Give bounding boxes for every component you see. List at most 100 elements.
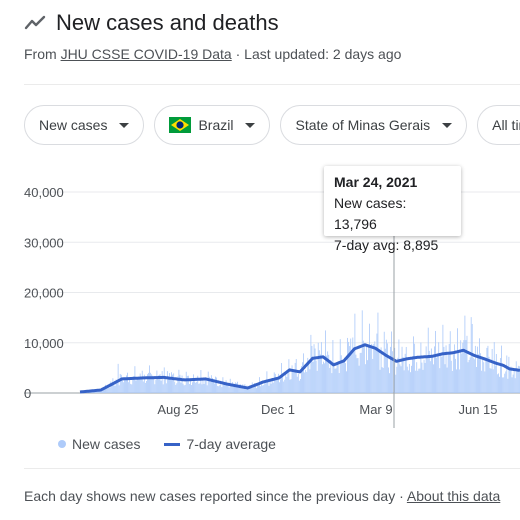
new-cases-bar (197, 375, 199, 393)
new-cases-bar (191, 385, 192, 393)
new-cases-bar (186, 375, 188, 393)
new-cases-bar (158, 374, 160, 393)
new-cases-bar (386, 343, 388, 393)
new-cases-bar (479, 338, 480, 393)
new-cases-bar (353, 352, 355, 393)
new-cases-bar (427, 327, 429, 393)
new-cases-bar (133, 375, 135, 393)
new-cases-bar (351, 354, 353, 393)
new-cases-bar (476, 366, 477, 393)
new-cases-bar (132, 379, 134, 393)
metric-dropdown-label: New cases (39, 117, 108, 133)
new-cases-bar (376, 333, 378, 393)
new-cases-bar (201, 384, 203, 393)
new-cases-bar (213, 379, 214, 393)
new-cases-bar (345, 363, 346, 393)
new-cases-bar (153, 376, 155, 393)
new-cases-bar (176, 383, 178, 393)
new-cases-bar (305, 369, 307, 393)
metric-dropdown[interactable]: New cases (24, 105, 145, 145)
new-cases-bar (245, 389, 247, 393)
new-cases-bar (258, 384, 259, 393)
new-cases-bar (235, 382, 236, 393)
new-cases-bar (231, 382, 233, 393)
new-cases-bar (318, 350, 320, 393)
caret-down-icon (245, 122, 256, 128)
new-cases-bar (184, 384, 186, 393)
new-cases-bar (129, 379, 131, 393)
new-cases-bar (226, 383, 228, 393)
new-cases-bar (322, 364, 323, 393)
new-cases-bar (446, 367, 448, 393)
new-cases-bar (472, 357, 474, 393)
new-cases-bar (313, 344, 315, 393)
about-data-link[interactable]: About this data (406, 488, 501, 504)
new-cases-bar (144, 382, 146, 393)
new-cases-bar (408, 363, 410, 393)
new-cases-bar (344, 357, 345, 393)
new-cases-bar (325, 330, 326, 393)
new-cases-bar (380, 347, 382, 393)
new-cases-bar (271, 377, 273, 393)
new-cases-bar (307, 357, 309, 393)
new-cases-bar (499, 376, 500, 393)
card-header: New cases and deaths (24, 10, 279, 36)
new-cases-bar (118, 385, 120, 393)
source-link[interactable]: JHU CSSE COVID-19 Data (60, 46, 232, 62)
new-cases-bar (283, 381, 285, 393)
new-cases-bar (292, 371, 294, 393)
new-cases-bar (401, 346, 403, 393)
new-cases-bar (301, 366, 302, 393)
new-cases-bar (370, 345, 372, 393)
new-cases-bar (150, 372, 152, 393)
new-cases-bar (501, 345, 502, 393)
new-cases-bar (248, 386, 250, 393)
new-cases-bar (142, 381, 144, 393)
cases-chart[interactable]: 0 10,000 20,000 30,000 40,000 Aug 25 Dec 1 Mar … (0, 160, 520, 430)
new-cases-bar (234, 385, 235, 393)
new-cases-bar (354, 313, 356, 393)
new-cases-bar (187, 375, 189, 393)
brazil-flag-icon (169, 117, 192, 133)
new-cases-bar (272, 382, 274, 393)
new-cases-bar (508, 356, 510, 393)
new-cases-bar (163, 367, 165, 393)
new-cases-bar (212, 377, 213, 393)
new-cases-bar (210, 375, 212, 393)
new-cases-bar (137, 378, 139, 393)
new-cases-bar (178, 369, 180, 393)
new-cases-bar (462, 342, 464, 393)
new-cases-bar (147, 374, 148, 393)
new-cases-bar (216, 377, 218, 393)
new-cases-legend-swatch (58, 440, 66, 448)
new-cases-bar (148, 372, 149, 393)
new-cases-bar (505, 371, 507, 393)
new-cases-bar (403, 370, 405, 393)
new-cases-bar (185, 371, 187, 393)
new-cases-bar (352, 337, 354, 393)
new-cases-bar (120, 374, 122, 393)
new-cases-bar (179, 374, 181, 393)
new-cases-bar (207, 371, 209, 393)
country-dropdown-label: Brazil (198, 117, 234, 133)
time-range-dropdown[interactable]: All tir (477, 105, 520, 145)
new-cases-bar (436, 357, 438, 393)
new-cases-bar (424, 362, 426, 393)
new-cases-bar (275, 377, 277, 393)
new-cases-bar (309, 369, 311, 393)
new-cases-bar (429, 361, 431, 393)
country-dropdown[interactable]: Brazil (154, 105, 271, 145)
new-cases-bar (293, 369, 295, 393)
new-cases-bar (254, 383, 256, 393)
new-cases-bar (487, 345, 489, 393)
new-cases-bar (98, 391, 100, 393)
new-cases-bar (285, 373, 287, 393)
new-cases-bar (437, 356, 439, 393)
new-cases-bar (264, 381, 266, 393)
new-cases-bar (449, 331, 451, 393)
new-cases-bar (396, 366, 398, 393)
new-cases-bar (310, 334, 312, 393)
new-cases-bar (466, 335, 468, 393)
new-cases-bar (127, 372, 128, 393)
region-dropdown[interactable]: State of Minas Gerais (280, 105, 468, 145)
